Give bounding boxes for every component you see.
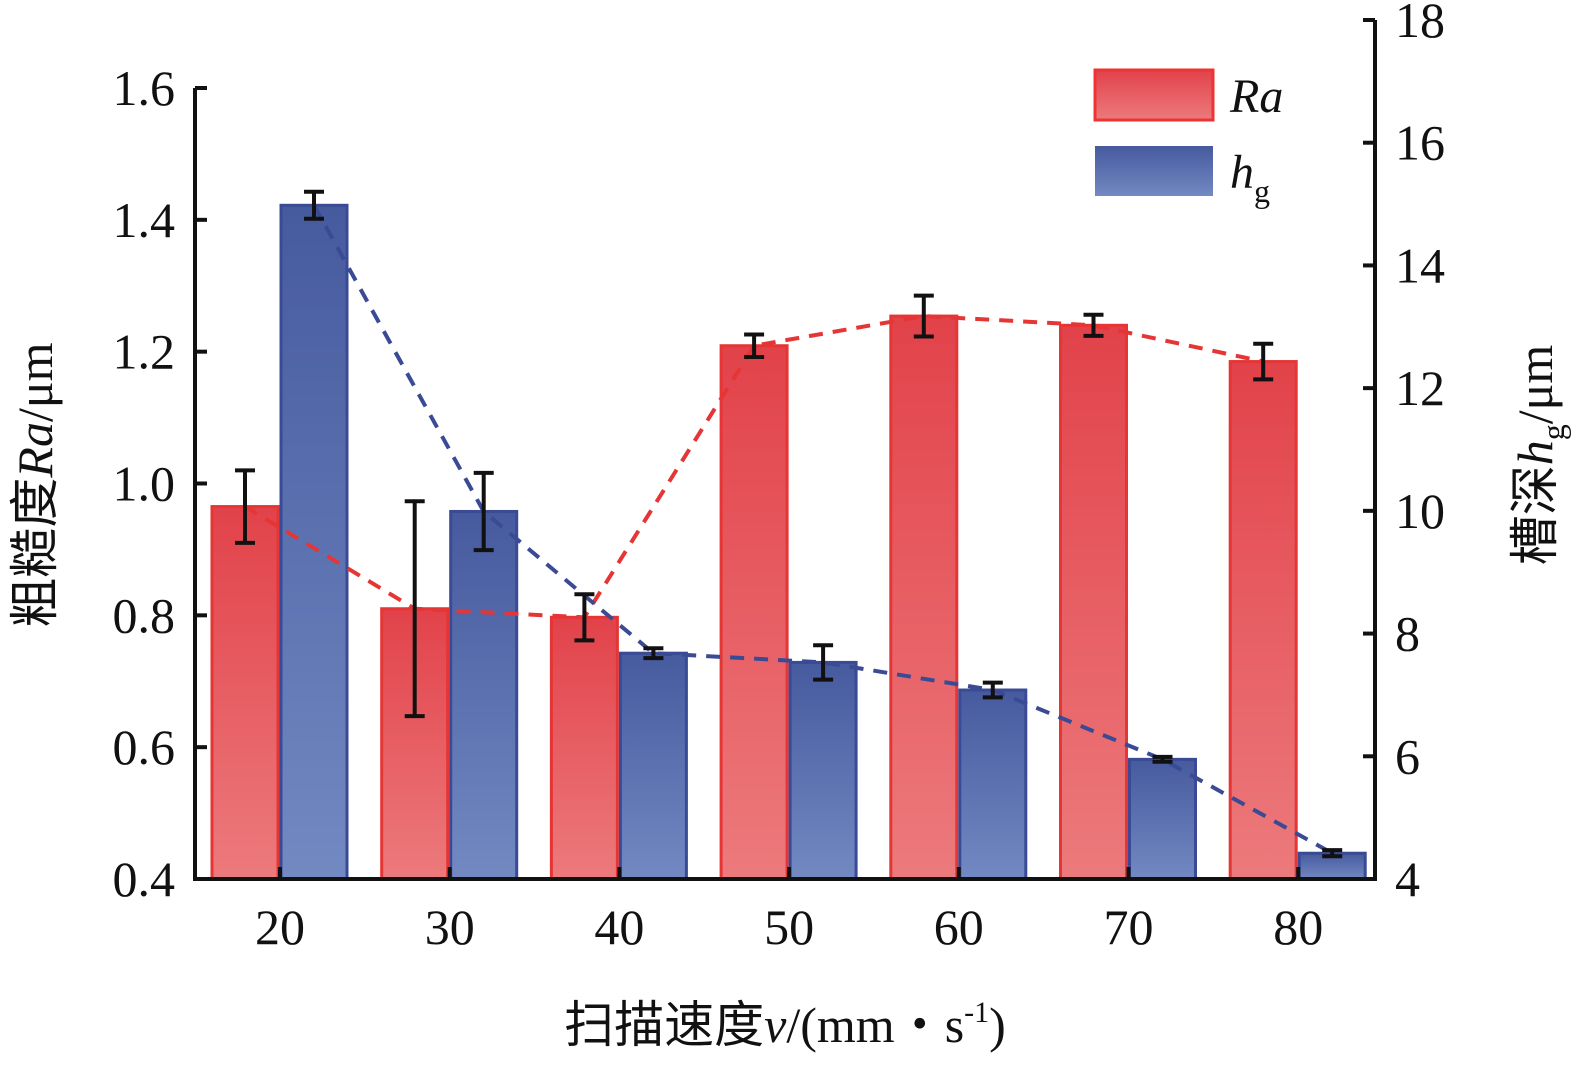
error-bar-hg-80 — [1322, 848, 1343, 859]
x-tick-label: 20 — [255, 899, 305, 955]
bar-hg-50 — [788, 660, 858, 881]
error-bar-Ra-30 — [404, 499, 425, 719]
error-bar-hg-50 — [813, 643, 834, 682]
legend-swatch-ra — [1093, 68, 1215, 122]
error-bar-Ra-70 — [1083, 312, 1104, 338]
x-tick-label: 70 — [1104, 899, 1154, 955]
bar-Ra-50 — [719, 344, 789, 881]
y-left-tick-label: 1.2 — [113, 324, 176, 380]
legend: Ra hg — [1093, 68, 1283, 209]
x-tick-label: 60 — [934, 899, 984, 955]
bar-Ra-20 — [210, 505, 280, 881]
y-left-tick-label: 0.6 — [113, 719, 176, 775]
error-bar-hg-20 — [304, 189, 324, 221]
y-axis-left-label: 粗糙度Ra/μm — [7, 342, 63, 627]
y-right-tick-label: 10 — [1395, 483, 1445, 539]
y-right-tick-label: 12 — [1395, 360, 1445, 416]
bar-hg-20 — [279, 203, 349, 881]
error-bar-Ra-80 — [1253, 341, 1274, 382]
bar-Ra-60 — [889, 314, 959, 881]
legend-label-hg: hg — [1230, 146, 1270, 209]
bar-hg-30 — [449, 509, 519, 881]
bar-Ra-80 — [1228, 360, 1298, 881]
bar-Ra-40 — [549, 615, 619, 881]
error-bar-Ra-50 — [744, 332, 765, 359]
x-tick-label: 50 — [764, 899, 814, 955]
bar-hg-60 — [958, 688, 1028, 881]
y-left-tick-label: 1.0 — [113, 456, 176, 512]
error-bar-hg-70 — [1152, 754, 1173, 764]
error-bar-Ra-20 — [235, 468, 255, 545]
bar-hg-70 — [1128, 757, 1197, 881]
error-bar-hg-60 — [982, 680, 1003, 700]
y-right-tick-label: 14 — [1395, 237, 1445, 293]
x-tick-label: 30 — [425, 899, 475, 955]
bar-hg-40 — [618, 651, 688, 881]
error-bar-Ra-40 — [574, 592, 595, 643]
y-left-tick-label: 0.8 — [113, 587, 176, 643]
x-tick-label: 80 — [1273, 899, 1323, 955]
y-left-tick-label: 0.4 — [113, 851, 176, 907]
error-bar-hg-40 — [643, 646, 664, 661]
error-bar-Ra-60 — [913, 293, 934, 339]
error-bar-hg-30 — [473, 470, 494, 553]
x-axis-label: 扫描速度v/(mm・s-1) — [564, 996, 1006, 1053]
y-right-tick-label: 4 — [1395, 851, 1420, 907]
bar-Ra-70 — [1059, 323, 1128, 881]
legend-label-ra: Ra — [1229, 70, 1283, 123]
x-tick-label: 40 — [594, 899, 644, 955]
y-right-tick-label: 16 — [1395, 115, 1445, 171]
y-left-tick-label: 1.6 — [113, 60, 176, 116]
y-right-tick-label: 6 — [1395, 728, 1420, 784]
y-axis-right-label: 槽深hg/μm — [1507, 345, 1571, 566]
legend-swatch-hg — [1095, 146, 1213, 196]
y-left-tick-label: 1.4 — [113, 192, 176, 248]
y-right-tick-label: 18 — [1395, 0, 1445, 48]
y-right-tick-label: 8 — [1395, 606, 1420, 662]
